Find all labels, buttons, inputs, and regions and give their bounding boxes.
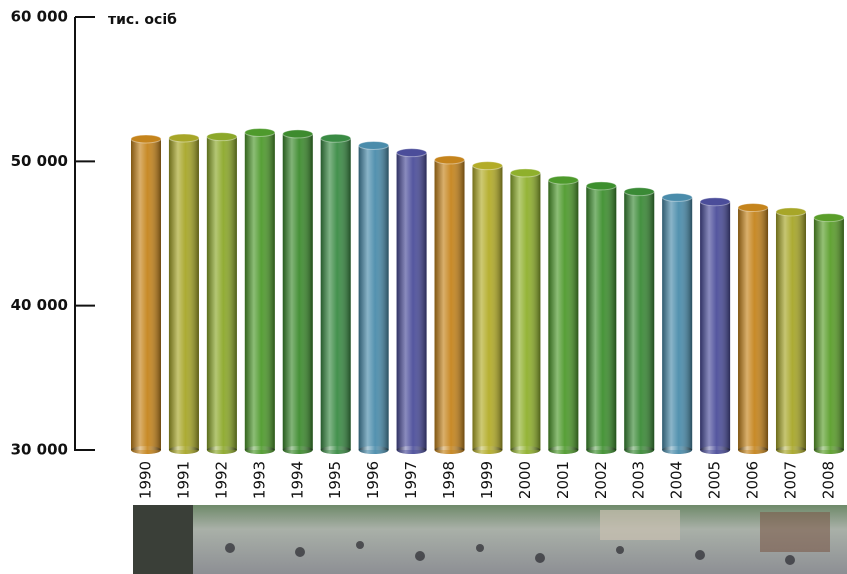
x-tick-label: 1995: [326, 461, 344, 499]
bar-base-shade: [586, 446, 617, 454]
bar-base-shade: [244, 446, 275, 454]
bar-shade: [472, 165, 503, 450]
bar-shade: [738, 207, 769, 450]
bar-top: [396, 148, 428, 158]
bar-base-shade: [775, 446, 806, 454]
bar-shade: [206, 136, 237, 450]
bar-top: [471, 161, 503, 171]
bar-top: [775, 207, 807, 217]
x-tick-label: 1990: [137, 461, 155, 499]
x-tick-label: 1991: [174, 461, 192, 499]
x-tick-label: 2008: [819, 461, 837, 499]
y-axis-unit: тис. осіб: [108, 12, 177, 28]
bar-base-shade: [813, 446, 844, 454]
bar-top: [206, 132, 238, 142]
y-tick-label: 50 000: [11, 152, 68, 170]
bar-base-shade: [396, 446, 427, 454]
x-tick-label: 1992: [212, 461, 230, 499]
bar-top: [509, 168, 541, 178]
x-tick-label: 1999: [478, 461, 496, 499]
bar-base-shade: [206, 446, 237, 454]
bar-top: [358, 140, 390, 150]
x-tick-label: 1998: [440, 461, 458, 499]
y-tick-label: 30 000: [11, 441, 68, 459]
bar-shade: [131, 138, 161, 450]
photo-strip: [133, 505, 847, 574]
bar-shade: [662, 197, 693, 450]
x-tick-label: 2001: [554, 461, 572, 499]
bar-shade: [244, 132, 275, 450]
bar-base-shade: [548, 446, 579, 454]
bar-top: [168, 133, 200, 143]
x-tick-label: 1993: [250, 461, 268, 499]
bar-shade: [282, 133, 313, 450]
x-tick-label: 2003: [630, 461, 648, 499]
bar-top: [130, 134, 162, 144]
bar-shade: [510, 172, 541, 450]
bar-base-shade: [358, 446, 389, 454]
bar-base-shade: [624, 446, 655, 454]
y-tick-label: 40 000: [11, 296, 68, 314]
bar-base-shade: [434, 446, 465, 454]
bar-top: [737, 203, 769, 213]
bar-base-shade: [700, 446, 731, 454]
bar-shade: [548, 180, 579, 450]
bar-shade: [358, 145, 389, 450]
x-tick-label: 1996: [364, 461, 382, 499]
bar-base-shade: [738, 446, 769, 454]
bar-top: [244, 127, 276, 137]
bar-top: [585, 181, 617, 191]
bar-shade: [586, 185, 617, 450]
bar-shade: [624, 191, 655, 451]
bar-top: [320, 133, 352, 143]
x-tick-label: 2006: [744, 461, 762, 499]
bar-top: [813, 213, 845, 223]
x-tick-label: 1994: [288, 461, 306, 499]
x-tick-label: 1997: [402, 461, 420, 499]
bar-shade: [813, 217, 844, 450]
x-tick-label: 2002: [592, 461, 610, 499]
bar-top: [547, 175, 579, 185]
bar-shade: [775, 211, 806, 450]
bar-top: [699, 197, 731, 207]
bar-shade: [168, 137, 199, 450]
bar-shade: [396, 152, 427, 450]
bar-shade: [320, 138, 351, 451]
bar-top: [661, 192, 693, 202]
bar-base-shade: [472, 446, 503, 454]
bar-top: [434, 155, 466, 165]
x-tick-label: 2005: [706, 461, 724, 499]
x-tick-label: 2007: [781, 461, 799, 499]
bar-base-shade: [168, 446, 199, 454]
bar-base-shade: [662, 446, 693, 454]
bar-base-shade: [282, 446, 313, 454]
bar-top: [282, 129, 314, 139]
bar-shade: [434, 159, 465, 450]
bar-top: [623, 187, 655, 197]
bar-base-shade: [510, 446, 541, 454]
y-tick-label: 60 000: [11, 8, 68, 26]
x-tick-label: 2004: [668, 461, 686, 499]
bar-base-shade: [320, 446, 351, 454]
bar-shade: [700, 201, 731, 450]
bar-base-shade: [131, 446, 161, 454]
x-tick-label: 2000: [516, 461, 534, 499]
